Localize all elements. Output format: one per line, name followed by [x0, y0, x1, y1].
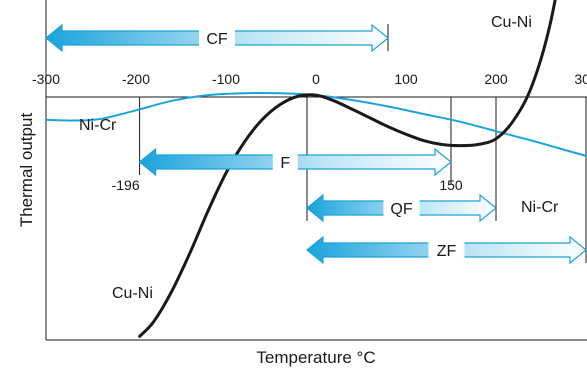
range-cf-arrow: CF: [46, 25, 388, 51]
range-reference-lines: [46, 24, 586, 263]
range-end-label: 150: [439, 177, 463, 193]
x-tick-label: -100: [212, 71, 240, 87]
cu-ni-label-bottom: Cu-Ni: [112, 285, 153, 302]
range-start-label: -196: [112, 177, 140, 193]
range-qf-arrow: QF: [307, 195, 496, 221]
temperature-ranges: CF F -196 150 QF ZF: [46, 25, 586, 263]
series-ni-cr-line: [46, 93, 586, 156]
range-f-arrow: F: [140, 149, 451, 175]
range-label: F: [280, 155, 290, 172]
range-label: QF: [390, 201, 412, 218]
ni-cr-label-left: Ni-Cr: [79, 117, 117, 134]
x-tick-labels: -300 -200 -100 0 100 200 300: [32, 71, 587, 87]
x-tick-label: 0: [312, 71, 320, 87]
x-tick-label: -300: [32, 71, 60, 87]
x-tick-label: 200: [484, 71, 508, 87]
x-tick-label: -200: [122, 71, 150, 87]
range-label: CF: [206, 31, 228, 48]
cu-ni-label-top: Cu-Ni: [491, 14, 532, 31]
x-axis-title: Temperature °C: [256, 348, 375, 367]
y-axis-title: Thermal output: [17, 113, 36, 228]
range-zf-arrow: ZF: [307, 237, 586, 263]
x-tick-label: 100: [394, 71, 418, 87]
range-label: ZF: [437, 243, 457, 260]
ni-cr-label-right: Ni-Cr: [521, 199, 559, 216]
x-tick-label: 300: [574, 71, 587, 87]
